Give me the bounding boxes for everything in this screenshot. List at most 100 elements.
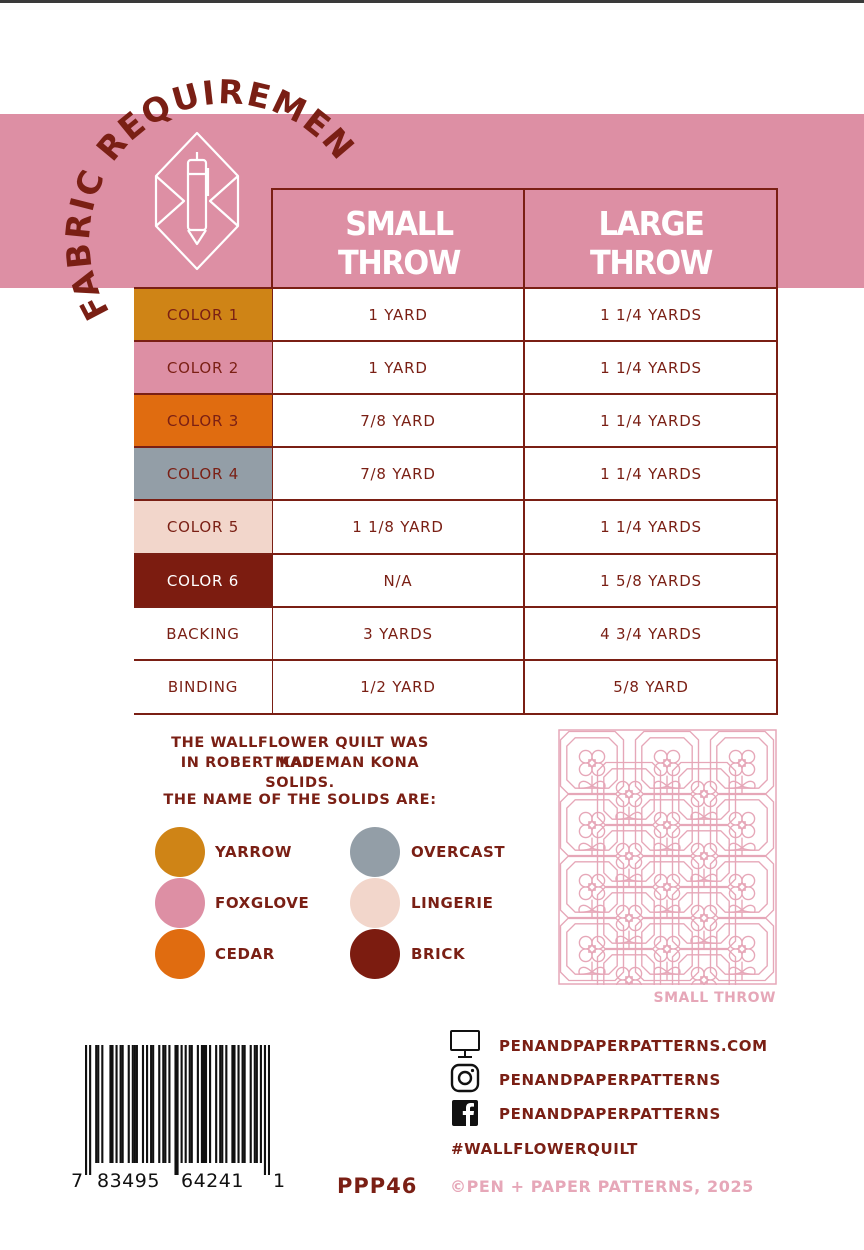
barcode-bar xyxy=(241,1045,244,1163)
yarrow-swatch xyxy=(155,827,205,877)
small-throw-amount: 1 1/8 YARD xyxy=(352,517,444,536)
cedar-swatch xyxy=(155,929,205,979)
barcode-bar xyxy=(259,1045,262,1163)
large-throw-amount: 1 1/4 YARDS xyxy=(600,517,702,536)
product-code: PPP46 xyxy=(337,1174,418,1198)
barcode-bar xyxy=(97,1045,100,1163)
barcode-bar xyxy=(180,1045,183,1163)
solids-heading: THE NAME OF THE SOLIDS ARE: xyxy=(163,792,437,808)
solid-name: LINGERIE xyxy=(411,894,494,912)
barcode-bar xyxy=(200,1045,204,1163)
row-label: BINDING xyxy=(134,660,272,713)
barcode-bar xyxy=(221,1045,224,1163)
hashtag: #WALLFLOWERQUILT xyxy=(451,1140,638,1158)
row-divider xyxy=(134,287,778,289)
barcode-bar xyxy=(101,1045,104,1163)
row-label: BACKING xyxy=(134,607,272,660)
instagram-icon xyxy=(450,1063,480,1093)
monitor-icon xyxy=(450,1030,480,1058)
row-label: COLOR 3 xyxy=(134,394,272,447)
barcode-bar xyxy=(152,1045,155,1163)
row-divider xyxy=(134,553,778,555)
large-throw-amount: 1 1/4 YARDS xyxy=(600,305,702,324)
barcode-bar xyxy=(253,1045,256,1163)
column-header-small: SMALL THROW 47 1/2” x 55 1/2” xyxy=(274,188,524,306)
row-label: COLOR 6 xyxy=(134,554,272,607)
barcode-bar xyxy=(109,1045,112,1163)
small-throw-amount: 3 YARDS xyxy=(363,624,433,643)
barcode-bar xyxy=(202,1045,206,1163)
grid-line xyxy=(271,188,273,715)
barcode-bar xyxy=(225,1045,228,1163)
top-border xyxy=(0,0,864,3)
barcode-bar xyxy=(190,1045,193,1163)
instagram-handle[interactable]: PENANDPAPERPATTERNS xyxy=(499,1071,721,1089)
brick-swatch xyxy=(350,929,400,979)
barcode-bar xyxy=(188,1045,191,1163)
barcode-digit: 1 xyxy=(273,1170,286,1192)
large-throw-amount: 4 3/4 YARDS xyxy=(600,624,702,643)
small-throw-amount: 1 YARD xyxy=(368,358,428,377)
barcode-bar xyxy=(209,1045,212,1163)
barcode-bar xyxy=(133,1045,136,1163)
column-title: SMALL THROW xyxy=(338,204,461,282)
grid-line xyxy=(523,188,525,715)
barcode-bar xyxy=(184,1045,187,1163)
barcode-bar xyxy=(174,1045,177,1175)
large-throw-amount: 5/8 YARD xyxy=(613,677,689,696)
small-throw-amount: 1 YARD xyxy=(368,305,428,324)
table-row: COLOR 2 1 YARD 1 1/4 YARDS xyxy=(134,341,778,394)
row-divider xyxy=(134,499,778,501)
barcode-bar xyxy=(150,1045,153,1163)
table-row: BINDING 1/2 YARD 5/8 YARD xyxy=(134,660,778,713)
barcode-bar xyxy=(115,1045,118,1163)
table-row: COLOR 3 7/8 YARD 1 1/4 YARDS xyxy=(134,394,778,447)
preview-caption: SMALL THROW xyxy=(653,990,776,1006)
barcode-digit: 7 xyxy=(71,1170,84,1192)
barcode-bar xyxy=(145,1045,149,1163)
barcode-bar xyxy=(131,1045,134,1163)
large-throw-amount: 1 1/4 YARDS xyxy=(600,411,702,430)
table-row: COLOR 6 N/A 1 5/8 YARDS xyxy=(134,554,778,607)
row-label: COLOR 1 xyxy=(134,288,272,341)
grid-line xyxy=(776,188,778,715)
column-header-large: LARGE THROW 63 1/2” x 76 1/2” xyxy=(526,188,776,306)
barcode-bar xyxy=(119,1045,122,1163)
small-throw-amount: 1/2 YARD xyxy=(360,677,436,696)
page-title: FABRIC REQUIREMENTS xyxy=(60,40,361,327)
barcode-bar xyxy=(162,1045,165,1163)
barcode-bar xyxy=(243,1045,246,1163)
barcode-bar xyxy=(164,1045,167,1163)
large-throw-amount: 1 5/8 YARDS xyxy=(600,571,702,590)
header-band xyxy=(0,114,864,288)
barcode-bar xyxy=(255,1045,258,1163)
lingerie-swatch xyxy=(350,878,400,928)
small-throw-amount: 7/8 YARD xyxy=(360,411,436,430)
small-throw-amount: 7/8 YARD xyxy=(360,464,436,483)
barcode-bar xyxy=(249,1045,252,1163)
table-row: COLOR 1 1 YARD 1 1/4 YARDS xyxy=(134,288,778,341)
barcode-bar xyxy=(263,1045,267,1175)
row-divider xyxy=(134,659,778,661)
quilt-preview-image xyxy=(558,729,777,985)
website-link[interactable]: PENANDPAPERPATTERNS.COM xyxy=(499,1037,768,1055)
facebook-handle[interactable]: PENANDPAPERPATTERNS xyxy=(499,1105,721,1123)
copyright-notice: ©PEN + PAPER PATTERNS, 2025 xyxy=(450,1177,754,1196)
grid-line xyxy=(271,188,778,190)
barcode-bar xyxy=(127,1045,130,1163)
barcode-bar xyxy=(219,1045,222,1163)
quilt-note-line-2: IN ROBERT KAUFMAN KONA SOLIDS. xyxy=(180,755,420,791)
small-throw-amount: N/A xyxy=(383,571,413,590)
pen-envelope-logo xyxy=(154,131,240,271)
column-title: LARGE THROW xyxy=(590,204,713,282)
barcode-bar xyxy=(267,1045,270,1175)
table-row: COLOR 4 7/8 YARD 1 1/4 YARDS xyxy=(134,447,778,500)
table-row: BACKING 3 YARDS 4 3/4 YARDS xyxy=(134,607,778,660)
row-divider xyxy=(134,606,778,608)
solid-name: YARROW xyxy=(215,843,293,861)
large-throw-amount: 1 1/4 YARDS xyxy=(600,464,702,483)
barcode-bar xyxy=(204,1045,208,1163)
quilt-note-line-1: THE WALLFLOWER QUILT WAS MADE xyxy=(171,735,429,771)
barcode-bar xyxy=(168,1045,171,1163)
large-throw-amount: 1 1/4 YARDS xyxy=(600,358,702,377)
